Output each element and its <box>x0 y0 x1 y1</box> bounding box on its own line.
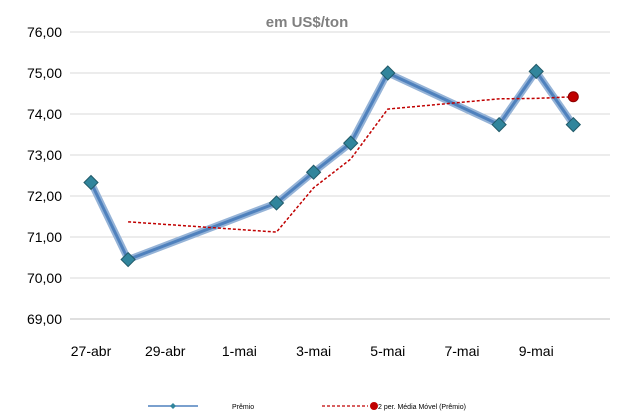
chart-subtitle: em US$/ton <box>266 14 349 31</box>
data-point-premio <box>380 65 396 81</box>
series-line-premio-glow <box>87 67 577 264</box>
x-tick-label: 27-abr <box>71 343 112 359</box>
y-tick-label: 74,00 <box>27 106 62 122</box>
series-area <box>83 63 582 268</box>
y-tick-label: 75,00 <box>27 65 62 81</box>
x-tick-label: 5-mai <box>370 343 405 359</box>
x-tick-label: 9-mai <box>519 343 554 359</box>
y-tick-label: 70,00 <box>27 270 62 286</box>
legend: Prêmio 2 per. Média Móvel (Prêmio) <box>148 402 466 411</box>
x-tick-label: 7-mai <box>444 343 479 359</box>
y-tick-label: 76,00 <box>27 24 62 40</box>
data-point-premio <box>491 116 507 133</box>
x-tick-label: 1-mai <box>222 343 257 359</box>
legend-marker-premio <box>170 403 176 409</box>
x-tick-label: 29-abr <box>145 343 186 359</box>
y-tick-label: 69,00 <box>27 311 62 327</box>
x-tick-label: 3-mai <box>296 343 331 359</box>
data-point-premio <box>83 174 99 191</box>
data-point-premio <box>528 63 544 80</box>
data-point-premio <box>305 164 322 180</box>
data-point-premio <box>565 116 582 133</box>
legend-label-premio: Prêmio <box>232 404 254 411</box>
legend-label-moving-average: 2 per. Média Móvel (Prêmio) <box>378 404 466 411</box>
y-tick-label: 72,00 <box>27 188 62 204</box>
y-tick-label: 71,00 <box>27 229 62 245</box>
axis-ticks: 69,00 70,00 71,00 72,00 73,00 74,00 75,00 76,00… <box>27 24 554 359</box>
legend-marker-moving-average <box>370 402 378 410</box>
data-point-moving-average <box>567 91 579 103</box>
data-point-premio <box>268 195 285 211</box>
series-line-premio <box>89 69 575 262</box>
gridlines <box>70 31 610 320</box>
y-tick-label: 73,00 <box>27 147 62 163</box>
data-point-premio <box>342 135 359 151</box>
data-point-premio <box>120 251 136 268</box>
